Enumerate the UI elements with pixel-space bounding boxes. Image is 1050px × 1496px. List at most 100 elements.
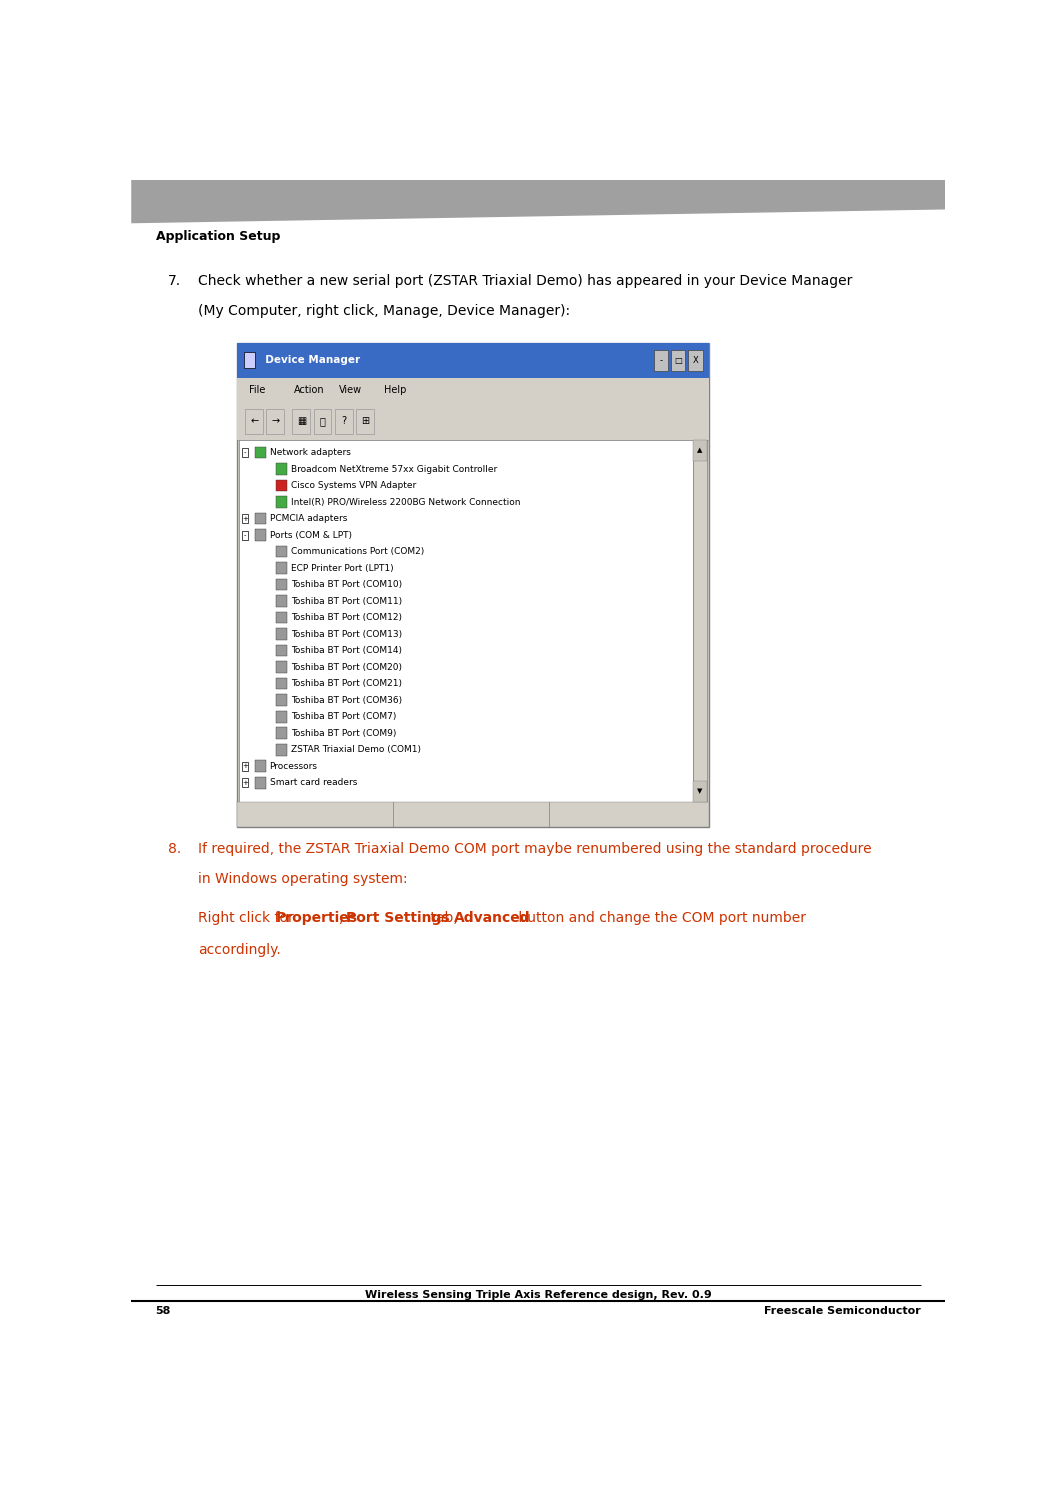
Text: -: - <box>659 356 663 365</box>
Text: Wireless Sensing Triple Axis Reference design, Rev. 0.9: Wireless Sensing Triple Axis Reference d… <box>364 1290 712 1300</box>
Text: Freescale Semiconductor: Freescale Semiconductor <box>763 1306 921 1316</box>
Text: Help: Help <box>383 386 406 395</box>
Text: →: → <box>271 416 279 426</box>
Bar <box>255 530 266 542</box>
Text: ECP Printer Port (LPT1): ECP Printer Port (LPT1) <box>291 564 394 573</box>
Text: -: - <box>244 533 247 539</box>
Text: Network adapters: Network adapters <box>270 449 351 458</box>
Text: □: □ <box>674 356 682 365</box>
Bar <box>276 595 287 607</box>
Text: Intel(R) PRO/Wireless 2200BG Network Connection: Intel(R) PRO/Wireless 2200BG Network Con… <box>291 498 520 507</box>
Bar <box>693 781 707 802</box>
Bar <box>276 579 287 591</box>
Bar <box>276 645 287 657</box>
Text: ←: ← <box>250 416 258 426</box>
Text: Cisco Systems VPN Adapter: Cisco Systems VPN Adapter <box>291 482 416 491</box>
Bar <box>255 776 266 788</box>
Text: If required, the ZSTAR Triaxial Demo COM port maybe renumbered using the standar: If required, the ZSTAR Triaxial Demo COM… <box>198 842 872 856</box>
Text: Processors: Processors <box>270 761 317 770</box>
Text: Smart card readers: Smart card readers <box>270 778 357 787</box>
Text: Toshiba BT Port (COM13): Toshiba BT Port (COM13) <box>291 630 402 639</box>
Bar <box>292 408 311 434</box>
Bar <box>243 531 248 540</box>
Text: ▲: ▲ <box>697 447 702 453</box>
Text: Ports (COM & LPT): Ports (COM & LPT) <box>270 531 352 540</box>
Text: Right click for: Right click for <box>198 911 298 925</box>
Text: ▼: ▼ <box>697 788 702 794</box>
Bar <box>335 408 353 434</box>
Bar <box>276 727 287 739</box>
Text: Toshiba BT Port (COM21): Toshiba BT Port (COM21) <box>291 679 402 688</box>
Bar <box>276 480 287 492</box>
Bar <box>237 802 709 827</box>
Text: ⎙: ⎙ <box>319 416 326 426</box>
Bar <box>693 440 707 461</box>
Text: ,: , <box>339 911 348 925</box>
Text: ▦: ▦ <box>297 416 306 426</box>
Text: button and change the COM port number: button and change the COM port number <box>513 911 805 925</box>
Text: Toshiba BT Port (COM9): Toshiba BT Port (COM9) <box>291 729 396 738</box>
Text: Toshiba BT Port (COM20): Toshiba BT Port (COM20) <box>291 663 402 672</box>
Text: ?: ? <box>341 416 346 426</box>
Text: Toshiba BT Port (COM10): Toshiba BT Port (COM10) <box>291 580 402 589</box>
Text: +: + <box>243 779 248 785</box>
Bar <box>246 408 264 434</box>
Bar <box>237 343 709 827</box>
Text: (My Computer, right click, Manage, Device Manager):: (My Computer, right click, Manage, Devic… <box>198 304 570 319</box>
Polygon shape <box>131 180 945 223</box>
Bar <box>276 497 287 509</box>
Text: Toshiba BT Port (COM7): Toshiba BT Port (COM7) <box>291 712 396 721</box>
Text: Properties: Properties <box>275 911 358 925</box>
Bar <box>237 377 709 402</box>
Bar <box>693 440 707 802</box>
Text: +: + <box>243 763 248 769</box>
Text: Toshiba BT Port (COM12): Toshiba BT Port (COM12) <box>291 613 402 622</box>
Bar <box>276 744 287 755</box>
Text: accordingly.: accordingly. <box>198 944 280 957</box>
Bar <box>237 343 709 377</box>
Text: Device Manager: Device Manager <box>258 356 360 365</box>
Text: Communications Port (COM2): Communications Port (COM2) <box>291 548 424 557</box>
Text: ⊞: ⊞ <box>361 416 369 426</box>
Bar <box>356 408 374 434</box>
Bar <box>238 440 693 802</box>
Text: +: + <box>243 516 248 522</box>
Bar <box>276 711 287 723</box>
Text: -: - <box>244 450 247 456</box>
Text: 58: 58 <box>155 1306 171 1316</box>
Bar <box>255 513 266 525</box>
Bar <box>654 350 669 371</box>
Text: Action: Action <box>294 386 324 395</box>
Bar <box>243 449 248 458</box>
Bar <box>267 408 285 434</box>
Bar <box>255 447 266 458</box>
Text: Toshiba BT Port (COM36): Toshiba BT Port (COM36) <box>291 696 402 705</box>
Text: View: View <box>339 386 362 395</box>
Bar <box>276 694 287 706</box>
Bar <box>671 350 686 371</box>
Text: PCMCIA adapters: PCMCIA adapters <box>270 515 346 524</box>
Bar <box>276 628 287 640</box>
Bar <box>244 353 255 368</box>
Bar <box>255 760 266 772</box>
Text: tab,: tab, <box>426 911 462 925</box>
Text: X: X <box>692 356 698 365</box>
Text: File: File <box>249 386 266 395</box>
Text: in Windows operating system:: in Windows operating system: <box>198 872 407 886</box>
Text: Broadcom NetXtreme 57xx Gigabit Controller: Broadcom NetXtreme 57xx Gigabit Controll… <box>291 465 497 474</box>
Bar <box>243 778 248 787</box>
Text: Port Settings: Port Settings <box>345 911 449 925</box>
Bar <box>237 402 709 440</box>
Text: Check whether a new serial port (ZSTAR Triaxial Demo) has appeared in your Devic: Check whether a new serial port (ZSTAR T… <box>198 274 853 287</box>
Bar <box>276 612 287 624</box>
Text: 7.: 7. <box>168 274 181 287</box>
Bar <box>276 678 287 690</box>
Text: Advanced: Advanced <box>455 911 531 925</box>
Text: Toshiba BT Port (COM11): Toshiba BT Port (COM11) <box>291 597 402 606</box>
Text: Toshiba BT Port (COM14): Toshiba BT Port (COM14) <box>291 646 402 655</box>
Bar <box>276 464 287 474</box>
Text: ZSTAR Triaxial Demo (COM1): ZSTAR Triaxial Demo (COM1) <box>291 745 421 754</box>
Text: Application Setup: Application Setup <box>155 230 280 244</box>
Bar <box>243 761 248 770</box>
Bar <box>243 515 248 524</box>
